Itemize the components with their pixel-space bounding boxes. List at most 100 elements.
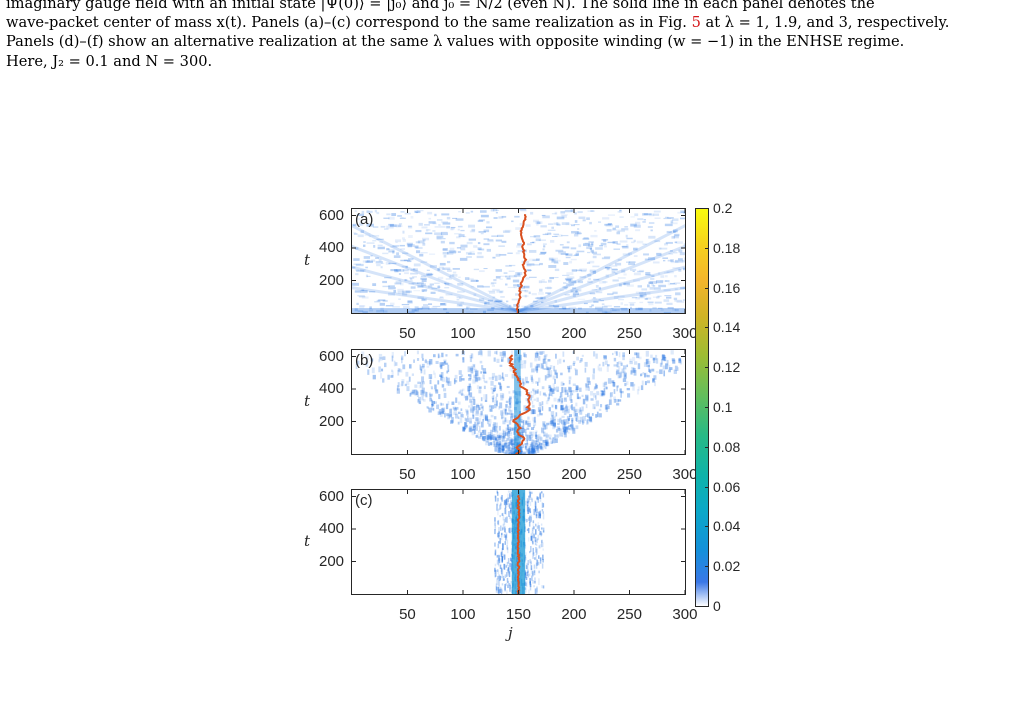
density-cell bbox=[491, 396, 495, 399]
density-cell bbox=[572, 292, 579, 296]
density-cell bbox=[575, 402, 578, 407]
density-cell bbox=[591, 298, 598, 300]
density-cell bbox=[525, 518, 528, 523]
density-cell bbox=[376, 211, 380, 215]
density-cell bbox=[470, 407, 474, 413]
light-cone-ray bbox=[352, 265, 519, 313]
density-cell bbox=[537, 381, 539, 386]
density-cell bbox=[483, 268, 488, 270]
density-cell bbox=[624, 374, 627, 377]
density-cell bbox=[459, 389, 464, 395]
density-cell bbox=[537, 496, 539, 500]
density-cell bbox=[616, 369, 620, 375]
density-cell bbox=[547, 279, 552, 283]
density-cell bbox=[529, 581, 531, 586]
density-cell bbox=[486, 439, 489, 443]
density-cell bbox=[554, 371, 557, 375]
density-cell bbox=[415, 250, 421, 254]
density-cell bbox=[533, 585, 535, 588]
density-cell bbox=[506, 438, 509, 442]
figure-reference-link[interactable]: 5 bbox=[691, 14, 701, 32]
density-cell bbox=[564, 407, 568, 412]
density-cell bbox=[507, 286, 516, 288]
density-cell bbox=[535, 443, 538, 448]
density-cell bbox=[457, 282, 464, 286]
density-cell bbox=[528, 496, 530, 502]
density-cell bbox=[652, 357, 656, 361]
density-cell bbox=[545, 439, 549, 446]
density-cell bbox=[525, 376, 528, 383]
density-cell bbox=[544, 442, 548, 446]
density-cell bbox=[502, 350, 506, 356]
density-cell bbox=[465, 418, 469, 423]
density-cell bbox=[564, 209, 573, 213]
density-cell bbox=[481, 406, 484, 409]
density-cell bbox=[414, 389, 418, 396]
density-cell bbox=[604, 404, 608, 410]
density-cell bbox=[390, 246, 398, 248]
density-cell bbox=[421, 289, 424, 293]
density-cell bbox=[495, 269, 502, 272]
density-cell bbox=[482, 368, 487, 374]
density-cell bbox=[647, 364, 650, 368]
density-cell bbox=[637, 270, 644, 273]
density-cell bbox=[538, 441, 540, 445]
density-cell bbox=[500, 567, 503, 575]
density-cell bbox=[536, 559, 538, 566]
density-cell bbox=[533, 388, 536, 393]
density-cell bbox=[527, 500, 530, 504]
density-cell bbox=[663, 356, 667, 362]
density-cell bbox=[532, 259, 540, 262]
density-cell bbox=[542, 585, 545, 589]
density-cell bbox=[467, 385, 471, 392]
density-cell bbox=[535, 381, 538, 384]
density-cell bbox=[444, 286, 450, 289]
density-cell bbox=[649, 280, 657, 284]
density-cell bbox=[630, 382, 634, 387]
density-cell bbox=[417, 285, 424, 288]
density-cell bbox=[582, 398, 586, 405]
density-cell bbox=[381, 368, 384, 372]
density-cell bbox=[536, 397, 539, 402]
density-cell bbox=[438, 355, 441, 358]
density-cell bbox=[634, 213, 639, 217]
density-cell bbox=[439, 225, 446, 228]
density-cell bbox=[563, 262, 569, 266]
density-cell bbox=[613, 248, 621, 250]
density-cell bbox=[460, 414, 464, 418]
density-cell bbox=[586, 262, 591, 264]
density-cell bbox=[524, 438, 527, 442]
density-cell bbox=[533, 308, 539, 310]
density-cell bbox=[481, 405, 484, 412]
density-cell bbox=[501, 575, 503, 579]
density-cell bbox=[607, 214, 616, 216]
density-cell bbox=[467, 374, 472, 377]
density-cell bbox=[529, 510, 532, 514]
density-cell bbox=[581, 394, 584, 398]
density-cell bbox=[369, 210, 373, 213]
density-cell bbox=[510, 557, 512, 562]
density-cell bbox=[604, 360, 608, 365]
density-cell bbox=[469, 375, 472, 380]
density-cell bbox=[440, 296, 443, 298]
density-cell bbox=[522, 431, 524, 436]
density-cell bbox=[617, 399, 622, 402]
density-cell bbox=[593, 392, 596, 398]
density-cell bbox=[530, 427, 535, 431]
density-cell bbox=[664, 280, 670, 282]
density-cell bbox=[494, 495, 497, 502]
density-cell bbox=[593, 253, 602, 256]
density-cell bbox=[365, 260, 373, 263]
density-cell bbox=[604, 384, 607, 390]
density-cell bbox=[457, 225, 463, 228]
density-cell bbox=[526, 571, 529, 576]
density-cell bbox=[532, 572, 534, 577]
density-cell bbox=[525, 277, 530, 280]
density-cell bbox=[487, 309, 494, 312]
density-cell bbox=[606, 404, 610, 409]
density-cell bbox=[647, 360, 651, 365]
density-cell bbox=[501, 412, 505, 419]
density-cell bbox=[533, 300, 539, 302]
density-cell bbox=[418, 222, 423, 226]
density-cell bbox=[486, 436, 489, 440]
